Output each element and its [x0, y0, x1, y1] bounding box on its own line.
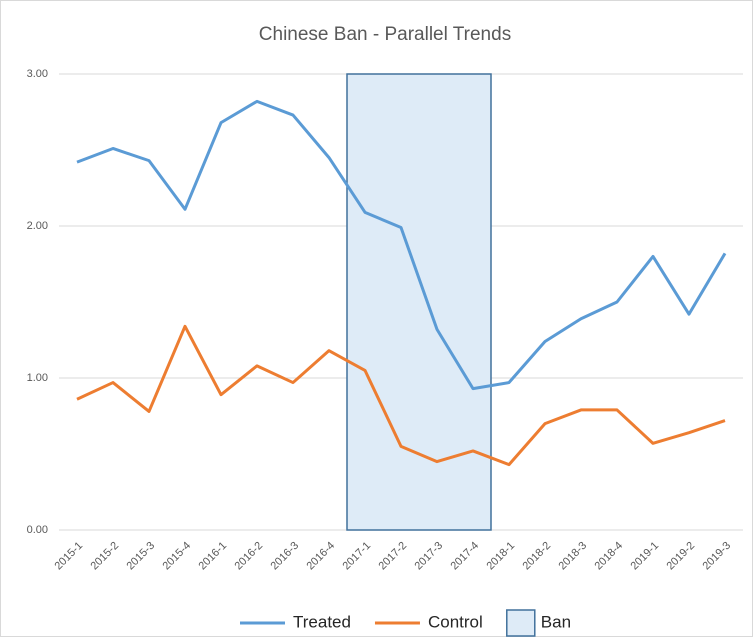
legend-swatch	[506, 609, 536, 637]
legend-label: Ban	[541, 612, 571, 631]
ban-bar	[455, 74, 491, 530]
legend-label: Control	[428, 612, 483, 631]
ban-bar	[419, 74, 455, 530]
ban-bar	[347, 74, 383, 530]
chart-title: Chinese Ban - Parallel Trends	[259, 24, 511, 45]
line-series	[76, 324, 726, 467]
ban-outline	[346, 73, 492, 531]
legend-label: Treated	[293, 612, 351, 631]
y-tick-label: 3.00	[27, 68, 48, 80]
ban-bar	[383, 74, 419, 530]
y-tick-label: 2.00	[27, 220, 48, 232]
y-tick-label: 0.00	[27, 524, 48, 536]
y-tick-label: 1.00	[27, 372, 48, 384]
line-series	[76, 99, 727, 391]
